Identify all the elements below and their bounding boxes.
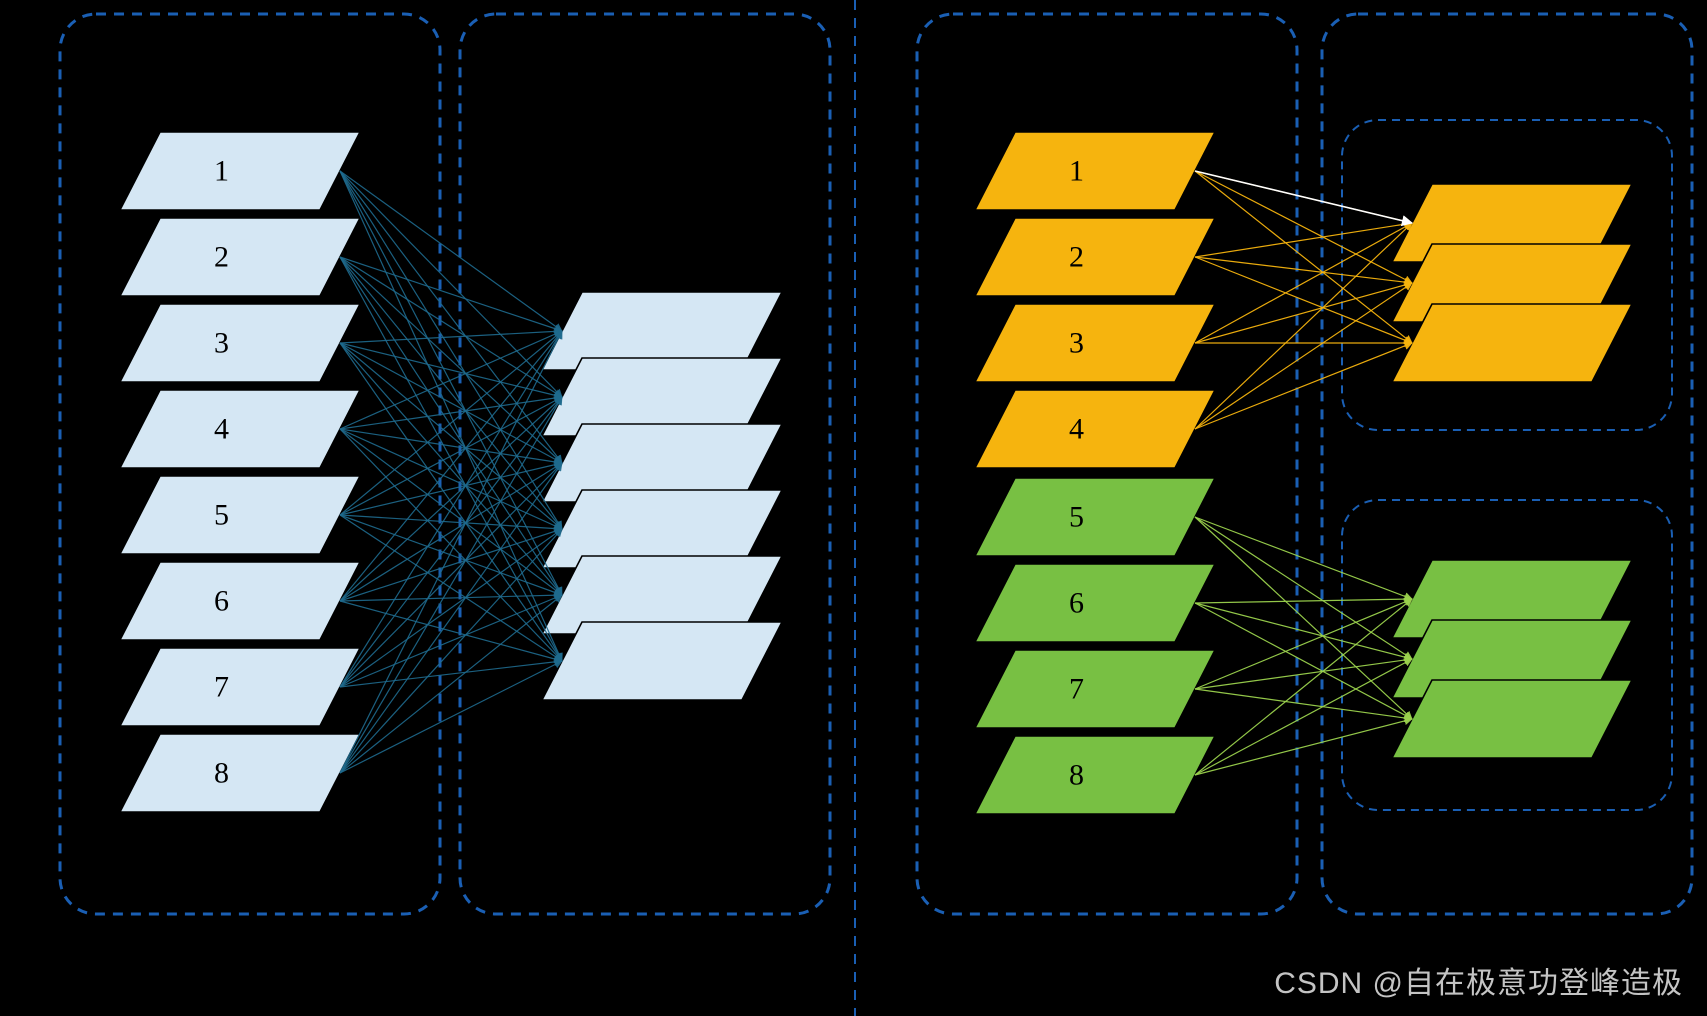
diagram-canvas: 1 2 3 4 5 6 7 8 1 2 3 4 5 6 7 8: [0, 0, 1707, 1016]
svg-text:4: 4: [1069, 412, 1084, 445]
svg-text:6: 6: [1069, 586, 1084, 619]
svg-text:3: 3: [214, 326, 229, 359]
svg-text:5: 5: [1069, 500, 1084, 533]
svg-text:1: 1: [214, 154, 229, 187]
svg-text:8: 8: [1069, 758, 1084, 791]
svg-text:5: 5: [214, 498, 229, 531]
watermark: CSDN @自在极意功登峰造极: [1274, 958, 1683, 1002]
svg-text:1: 1: [1069, 154, 1084, 187]
svg-text:4: 4: [214, 412, 229, 445]
svg-text:2: 2: [1069, 240, 1084, 273]
svg-text:6: 6: [214, 584, 229, 617]
svg-text:3: 3: [1069, 326, 1084, 359]
svg-text:7: 7: [214, 670, 229, 703]
svg-text:7: 7: [1069, 672, 1084, 705]
svg-text:2: 2: [214, 240, 229, 273]
svg-text:8: 8: [214, 756, 229, 789]
